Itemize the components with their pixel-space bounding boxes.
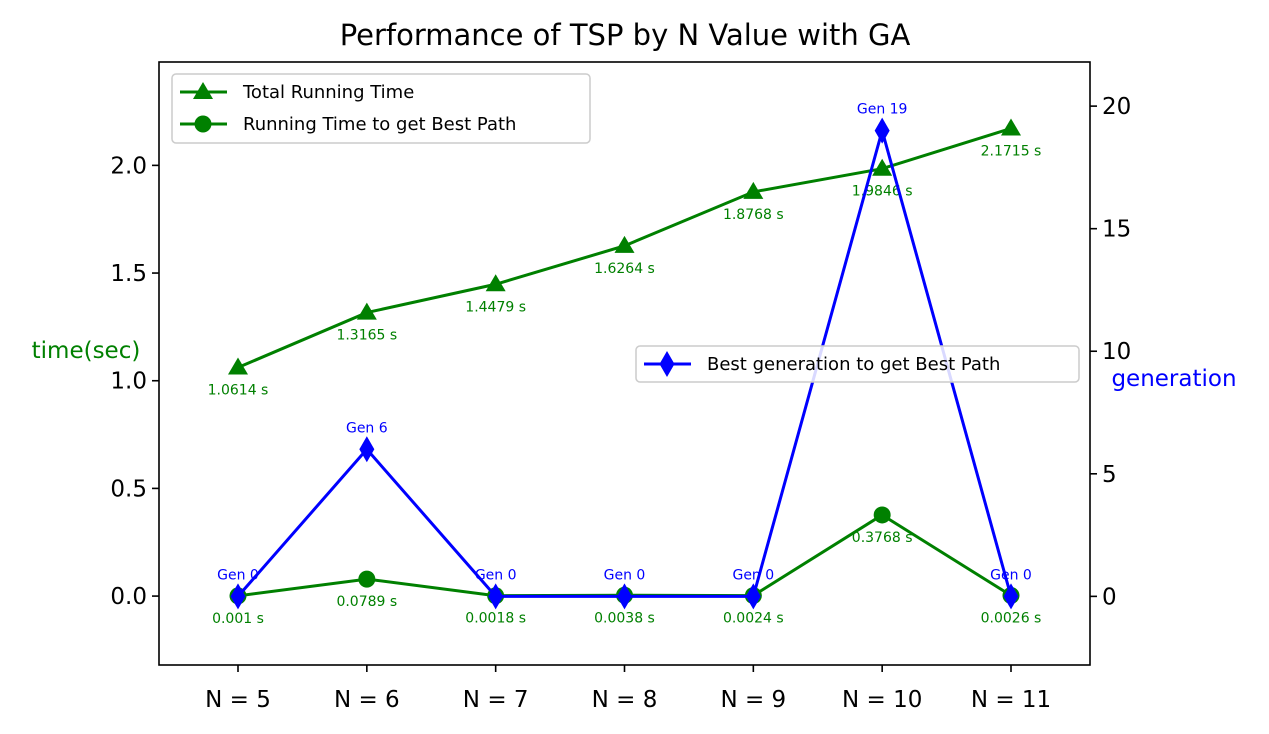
x-tick-label: N = 5: [205, 687, 271, 713]
y-left-tick-label: 2.0: [110, 153, 147, 179]
y-right-tick-label: 15: [1102, 217, 1131, 243]
data-label: Gen 6: [346, 420, 388, 436]
y-left-tick-label: 1.5: [110, 261, 147, 287]
data-point: [745, 583, 761, 610]
data-label: Gen 0: [604, 567, 646, 583]
data-point: [356, 302, 377, 320]
data-label: 1.8768 s: [723, 207, 784, 223]
data-label: 0.0789 s: [336, 594, 397, 610]
legend-box: [635, 345, 1080, 383]
data-label: 1.6264 s: [594, 261, 655, 277]
y-left-tick-label: 1.0: [110, 369, 147, 395]
data-point: [874, 117, 890, 144]
data-point: [617, 583, 632, 610]
data-point: [359, 436, 375, 463]
x-tick-label: N = 7: [463, 687, 529, 713]
data-label: 0.0026 s: [981, 611, 1042, 627]
x-tick-label: N = 9: [720, 687, 786, 713]
y-right-tick-label: 20: [1102, 94, 1131, 120]
y-axis-left-label: time(sec): [32, 338, 141, 364]
data-point: [743, 181, 764, 199]
plot-area: 1.0614 s 1.3165 s 1.4479 s 1.6264 s 1.8768 s…: [208, 102, 1042, 627]
data-point: [228, 357, 248, 375]
data-label: 0.0018 s: [465, 611, 526, 627]
data-label: 1.9846 s: [852, 184, 913, 200]
legend-box: [171, 73, 591, 144]
data-label: Gen 0: [217, 567, 259, 583]
legend-label: Total Running Time: [242, 82, 414, 103]
data-point: [1003, 583, 1019, 610]
data-label: 0.3768 s: [852, 530, 913, 546]
legend-times: Total Running Time Running Time to get Be…: [171, 73, 591, 144]
legend-marker: [194, 115, 212, 133]
data-label: Gen 0: [732, 567, 774, 583]
data-label: 1.4479 s: [465, 299, 526, 315]
chart-title: Performance of TSP by N Value with GA: [340, 18, 911, 52]
legend-marker: [659, 351, 675, 377]
y-left-tick-label: 0.5: [110, 476, 147, 502]
data-point: [488, 583, 504, 610]
y-right-tick-label: 0: [1102, 584, 1117, 610]
data-point: [485, 274, 506, 292]
x-tick-label: N = 6: [334, 687, 400, 713]
data-point: [1001, 118, 1021, 136]
data-point: [873, 506, 891, 524]
data-point: [230, 583, 246, 610]
legend-marker: [193, 82, 213, 99]
data-label: Gen 0: [990, 567, 1032, 583]
y-left-tick-label: 0.0: [110, 584, 147, 610]
legend-generation: Best generation to get Best Path: [635, 345, 1080, 383]
data-label: 1.0614 s: [208, 383, 269, 399]
data-label: Gen 19: [857, 102, 908, 118]
legend-label: Best generation to get Best Path: [707, 354, 1000, 375]
data-label: 0.0024 s: [723, 611, 784, 627]
data-point: [358, 570, 376, 588]
y-right-tick-label: 5: [1102, 462, 1117, 488]
data-label: 1.3165 s: [336, 328, 397, 344]
data-point: [614, 235, 635, 253]
x-tick-label: N = 10: [842, 687, 922, 713]
data-label: 0.001 s: [212, 611, 264, 627]
y-right-tick-label: 10: [1102, 339, 1131, 365]
data-label: Gen 0: [475, 567, 517, 583]
data-point: [872, 158, 893, 176]
x-tick-label: N = 11: [971, 687, 1051, 713]
data-label: 0.0038 s: [594, 610, 655, 626]
legend-label: Running Time to get Best Path: [243, 114, 516, 135]
y-axis-right-label: generation: [1111, 366, 1236, 392]
data-label: 2.1715 s: [981, 143, 1042, 159]
x-tick-label: N = 8: [592, 687, 658, 713]
